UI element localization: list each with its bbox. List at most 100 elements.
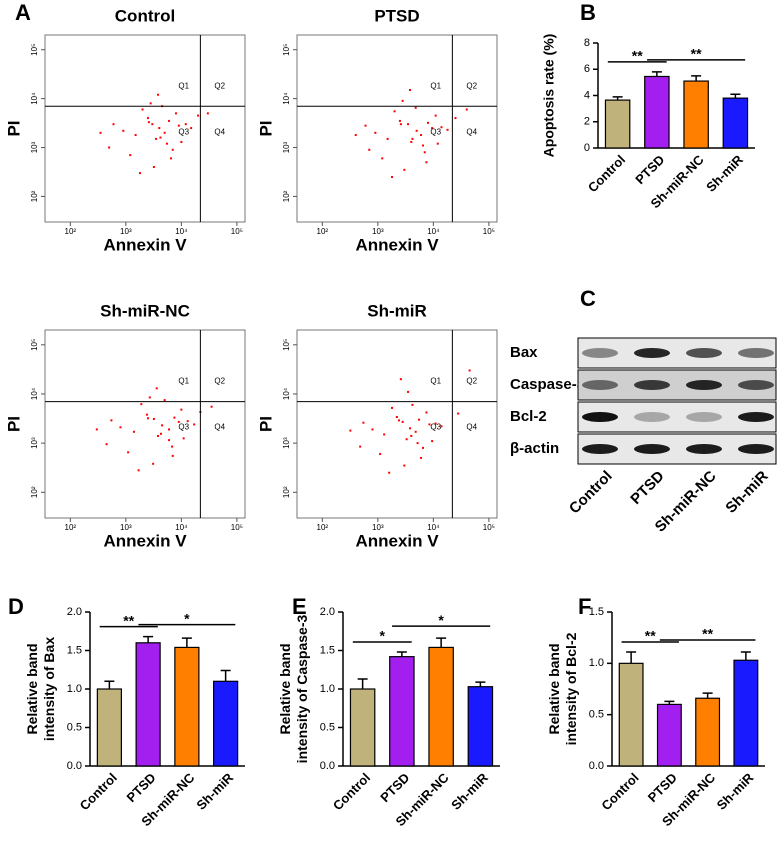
point — [407, 390, 410, 393]
x-tick-label: 10⁴ — [427, 227, 440, 236]
point — [362, 421, 365, 424]
quadrant-label: Q1 — [430, 377, 441, 386]
point — [145, 413, 148, 416]
bar — [644, 75, 670, 149]
point — [423, 151, 426, 154]
blot-row-label: Caspase-3 — [510, 376, 585, 393]
point — [426, 121, 429, 124]
point — [436, 142, 439, 145]
point — [140, 403, 143, 406]
point — [434, 422, 437, 425]
panel-letter: C — [580, 286, 596, 311]
x-axis-title: Annexin V — [103, 235, 187, 254]
point — [132, 430, 135, 433]
chart-title: Control — [115, 6, 175, 25]
point — [411, 137, 414, 140]
error-bar — [357, 678, 368, 689]
bar — [96, 688, 122, 767]
blot-row-label: Bax — [510, 344, 538, 361]
x-tick-label: 10⁵ — [231, 523, 243, 532]
y-tick-label: 10⁴ — [282, 387, 291, 400]
x-tick-label: 10³ — [372, 523, 384, 532]
point — [206, 112, 209, 115]
blot-band — [686, 412, 722, 422]
x-tick-label: 10⁴ — [427, 523, 440, 532]
point — [112, 123, 115, 126]
point — [403, 168, 406, 171]
quadrant-label: Q4 — [214, 423, 225, 432]
error-bar — [730, 93, 741, 99]
point — [446, 128, 449, 131]
x-tick-label: 10⁴ — [175, 227, 188, 236]
point — [146, 117, 149, 120]
quadrant-label: Q3 — [430, 127, 441, 136]
y-tick-label: 0.0 — [67, 760, 82, 772]
point — [155, 387, 158, 390]
point — [431, 127, 434, 130]
y-tick-label: 1.0 — [589, 657, 604, 669]
point — [409, 89, 412, 92]
point — [168, 428, 171, 431]
significance-label: ** — [632, 48, 643, 64]
error-bar — [740, 651, 751, 661]
point — [157, 434, 160, 437]
point — [364, 124, 367, 127]
y-tick-label: 10³ — [282, 437, 291, 449]
point — [190, 127, 193, 130]
point — [173, 416, 176, 419]
point — [134, 134, 137, 137]
point — [159, 136, 162, 139]
quadrant-label: Q2 — [466, 81, 477, 90]
point — [149, 102, 152, 105]
bar — [656, 703, 682, 767]
point — [410, 140, 413, 143]
y-axis-title: Apoptosis rate (%) — [541, 34, 557, 158]
bar — [695, 697, 721, 767]
significance-label: ** — [645, 628, 656, 644]
y-tick-label: 10² — [30, 486, 39, 498]
bar — [733, 659, 759, 767]
x-axis-title: Annexin V — [355, 531, 439, 550]
point — [416, 442, 419, 445]
error-bar — [436, 637, 447, 648]
point — [454, 117, 457, 120]
point — [440, 126, 443, 129]
point — [405, 438, 408, 441]
quadrant-label: Q3 — [430, 423, 441, 432]
y-tick-label: 10³ — [30, 437, 39, 449]
chart-title: Sh-miR-NC — [100, 301, 190, 320]
bar — [349, 688, 376, 767]
significance-label: * — [184, 610, 190, 626]
panel-letter: B — [580, 0, 596, 25]
point — [141, 108, 144, 111]
error-bar — [702, 692, 713, 699]
x-tick-label: 10³ — [120, 523, 132, 532]
x-tick-label: 10² — [317, 523, 329, 532]
point — [197, 114, 200, 117]
y-tick-label: 0.5 — [589, 709, 604, 721]
point — [465, 108, 468, 111]
blot-band — [634, 412, 670, 422]
panel-letter: D — [8, 594, 24, 619]
chart-title: Sh-miR — [367, 301, 427, 320]
quadrant-label: Q1 — [430, 81, 441, 90]
blot-band — [738, 412, 774, 422]
error-bar — [691, 75, 702, 82]
y-tick-label: 0.5 — [67, 721, 82, 733]
blot-band — [634, 380, 670, 390]
point — [440, 425, 443, 428]
point — [349, 429, 352, 432]
y-tick-label: 4 — [584, 89, 590, 101]
y-axis-title: Relative band — [546, 643, 562, 734]
point — [381, 157, 384, 160]
y-tick-label: 10⁴ — [30, 387, 39, 400]
point — [168, 119, 171, 122]
y-tick-label: 0.5 — [320, 721, 335, 733]
point — [395, 415, 398, 418]
panel-letter: E — [292, 594, 307, 619]
plot-frame — [296, 329, 498, 519]
blot-band — [582, 444, 618, 454]
point — [391, 406, 394, 409]
blot-band — [738, 444, 774, 454]
point — [421, 144, 424, 147]
